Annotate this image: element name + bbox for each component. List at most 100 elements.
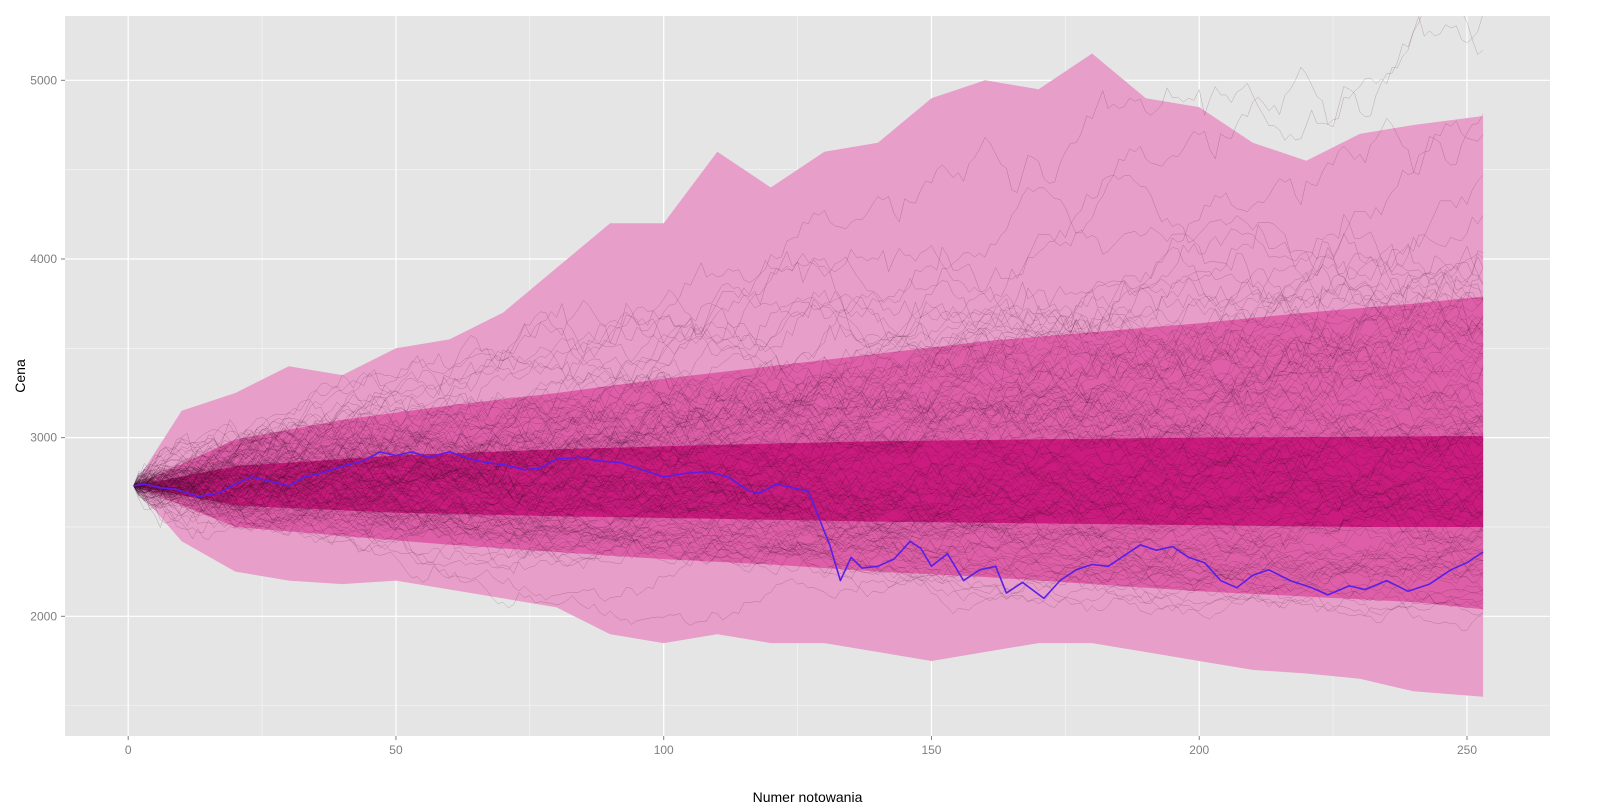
simulated-path [133,485,1484,602]
simulated-path [133,395,1484,487]
simulated-path [133,467,1484,554]
simulated-path [133,266,1484,489]
simulated-path [133,368,1484,490]
simulated-path [133,310,1484,516]
simulated-path [133,466,1484,556]
quantile-bands [133,53,1484,697]
simulated-path [133,335,1484,499]
simulated-path [133,449,1484,576]
simulated-path [133,273,1484,511]
simulated-path [133,285,1484,492]
simulated-path [133,416,1484,529]
simulated-path [133,394,1484,543]
simulated-path [133,423,1484,531]
simulated-path [133,360,1484,537]
simulated-path [133,456,1484,599]
simulated-path [133,405,1484,503]
simulated-path [133,311,1484,487]
y-tick-label: 3000 [30,431,57,445]
simulated-path [133,481,1484,620]
simulated-path [133,407,1484,506]
simulated-path [133,365,1484,492]
simulated-path [133,469,1484,586]
simulated-path [133,456,1484,553]
simulated-paths [133,16,1484,631]
simulated-path [133,418,1484,609]
simulated-path [133,252,1484,487]
actual-series [133,451,1484,600]
simulated-path [133,471,1484,601]
x-axis-title: Numer notowania [753,789,863,805]
simulated-path [133,308,1484,500]
simulated-path [133,297,1484,487]
simulated-path [133,463,1484,548]
simulated-path [133,267,1484,512]
simulated-path [133,296,1484,492]
simulated-path [133,275,1484,487]
simulated-path [133,252,1484,487]
x-tick-label: 200 [1189,743,1209,757]
simulated-path [133,431,1484,513]
simulated-path [133,358,1484,500]
simulated-path [133,470,1484,602]
simulated-path [133,400,1484,516]
simulated-path [133,247,1484,493]
simulated-path [133,433,1484,529]
simulated-path [133,456,1484,583]
simulated-path [133,322,1484,496]
simulated-path [133,451,1484,596]
simulated-path [133,355,1484,488]
simulated-path [133,268,1484,511]
simulated-path [133,393,1484,542]
simulated-path [133,435,1484,557]
simulated-path [133,455,1484,580]
simulated-path [133,423,1484,527]
simulated-path [133,232,1484,495]
simulated-path [133,483,1484,582]
simulated-path [133,471,1484,585]
simulated-path [133,485,1484,601]
simulated-path [133,293,1484,496]
simulated-path [133,483,1484,602]
simulated-path [133,474,1484,572]
x-tick-label: 250 [1457,743,1477,757]
simulated-path [133,340,1484,505]
simulated-path [133,430,1484,616]
simulated-path [133,433,1484,571]
simulated-path [133,113,1484,523]
simulated-path [133,446,1484,506]
simulated-path [133,187,1484,487]
simulated-path [133,319,1484,502]
x-tick-label: 100 [654,743,674,757]
simulated-path [133,304,1484,488]
simulated-path [133,430,1484,517]
simulated-path [133,390,1484,539]
simulated-path [133,392,1484,541]
simulated-path [133,320,1484,506]
simulated-path [133,391,1484,541]
simulated-path [133,351,1484,487]
simulated-path [133,406,1484,514]
x-tick-label: 50 [389,743,403,757]
simulated-path [133,346,1484,504]
simulated-path [133,281,1484,494]
y-tick-label: 4000 [30,252,57,266]
x-tick-label: 0 [125,743,132,757]
simulated-path [133,16,1484,503]
y-tick-label: 5000 [30,73,57,87]
simulated-path [133,175,1484,495]
simulated-path [133,243,1484,506]
simulated-path [133,410,1484,520]
simulated-path [133,16,1483,496]
simulated-path [133,440,1484,567]
simulated-path [133,120,1484,487]
simulated-path [133,485,1484,626]
simulated-path [133,326,1484,545]
y-axis-title: Cena [12,359,28,393]
simulated-path [133,483,1484,631]
simulated-path [133,401,1484,517]
x-tick-label: 150 [921,743,941,757]
simulated-path [133,384,1484,513]
simulated-path [133,464,1484,522]
simulated-path [133,461,1484,542]
